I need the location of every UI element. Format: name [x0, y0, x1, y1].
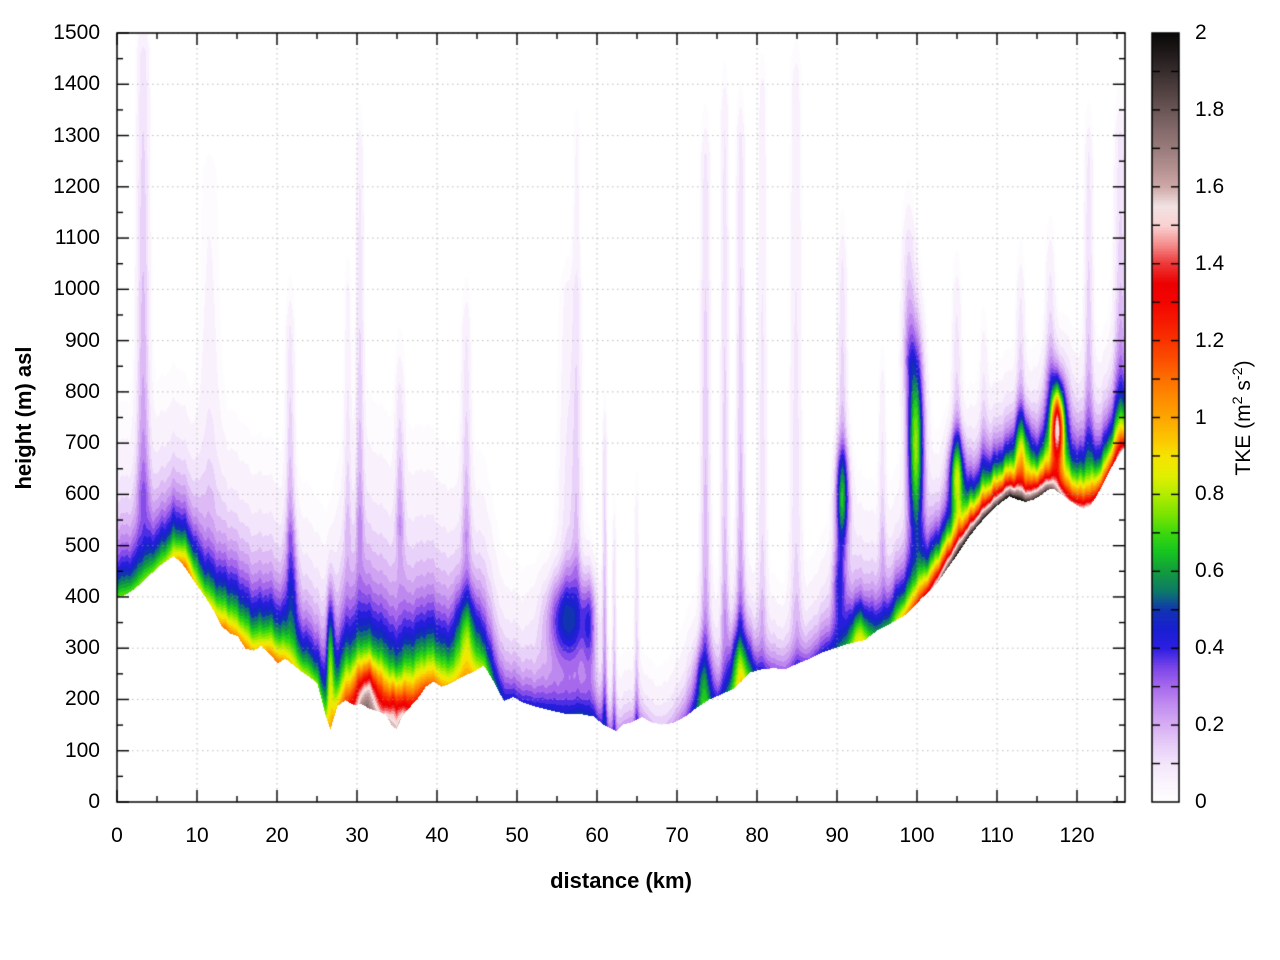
colorbar-tick-label-1.4: 1.4: [1195, 251, 1225, 275]
y-tick-label-1100: 1100: [54, 226, 100, 250]
colorbar-title-suffix: ): [1232, 359, 1255, 367]
colorbar-title-mid: s: [1232, 379, 1255, 396]
colorbar-tick-label-0.6: 0.6: [1195, 559, 1225, 583]
x-tick-label-70: 70: [665, 824, 689, 847]
x-tick-label-40: 40: [425, 824, 449, 847]
colorbar-tick-label-0.2: 0.2: [1195, 713, 1225, 737]
y-tick-label-400: 400: [64, 584, 100, 608]
x-axis-title: distance (km): [550, 868, 692, 893]
x-tick-label-60: 60: [585, 824, 609, 847]
x-tick-label-30: 30: [345, 824, 369, 847]
y-tick-label-1000: 1000: [53, 277, 100, 301]
colorbar-tick-label-1: 1: [1195, 405, 1207, 429]
y-tick-label-200: 200: [64, 687, 100, 711]
x-tick-label-0: 0: [111, 824, 123, 847]
y-tick-label-900: 900: [64, 328, 100, 352]
y-tick-label-500: 500: [64, 533, 100, 557]
colorbar-tick-label-1.2: 1.2: [1195, 328, 1225, 352]
x-tick-label-120: 120: [1059, 824, 1095, 847]
colorbar-title-prefix: TKE (m: [1232, 403, 1255, 476]
y-tick-label-300: 300: [64, 636, 100, 660]
y-tick-label-700: 700: [64, 431, 100, 455]
x-tick-label-10: 10: [185, 824, 209, 847]
colorbar-title-sup-2: 2: [1230, 395, 1246, 404]
x-tick-label-110: 110: [980, 824, 1014, 847]
y-tick-label-600: 600: [64, 482, 100, 506]
x-tick-label-80: 80: [745, 824, 769, 847]
colorbar-title-sup-minus2: -2: [1230, 366, 1246, 380]
colorbar-tick-label-1.8: 1.8: [1195, 97, 1225, 121]
y-tick-label-0: 0: [88, 790, 100, 813]
x-tick-label-20: 20: [265, 824, 289, 847]
y-axis-title: height (m) asl: [11, 345, 36, 490]
x-tick-label-50: 50: [505, 824, 529, 847]
y-tick-label-1200: 1200: [53, 174, 100, 198]
y-tick-label-800: 800: [64, 379, 100, 403]
colorbar-tick-label-0: 0: [1195, 790, 1207, 813]
x-tick-label-100: 100: [899, 824, 935, 847]
colorbar-tick-label-1.6: 1.6: [1195, 174, 1225, 198]
colorbar-tick-label-2: 2: [1195, 21, 1207, 44]
colorbar-tick-label-0.8: 0.8: [1195, 482, 1225, 506]
y-tick-label-100: 100: [64, 738, 100, 762]
y-tick-label-1300: 1300: [53, 123, 100, 147]
x-tick-label-90: 90: [825, 824, 849, 847]
colorbar-tick-label-0.4: 0.4: [1195, 636, 1225, 660]
colorbar-title: TKE (m2 s-2): [1230, 360, 1256, 475]
y-tick-label-1400: 1400: [53, 72, 100, 96]
y-tick-label-1500: 1500: [53, 21, 100, 44]
